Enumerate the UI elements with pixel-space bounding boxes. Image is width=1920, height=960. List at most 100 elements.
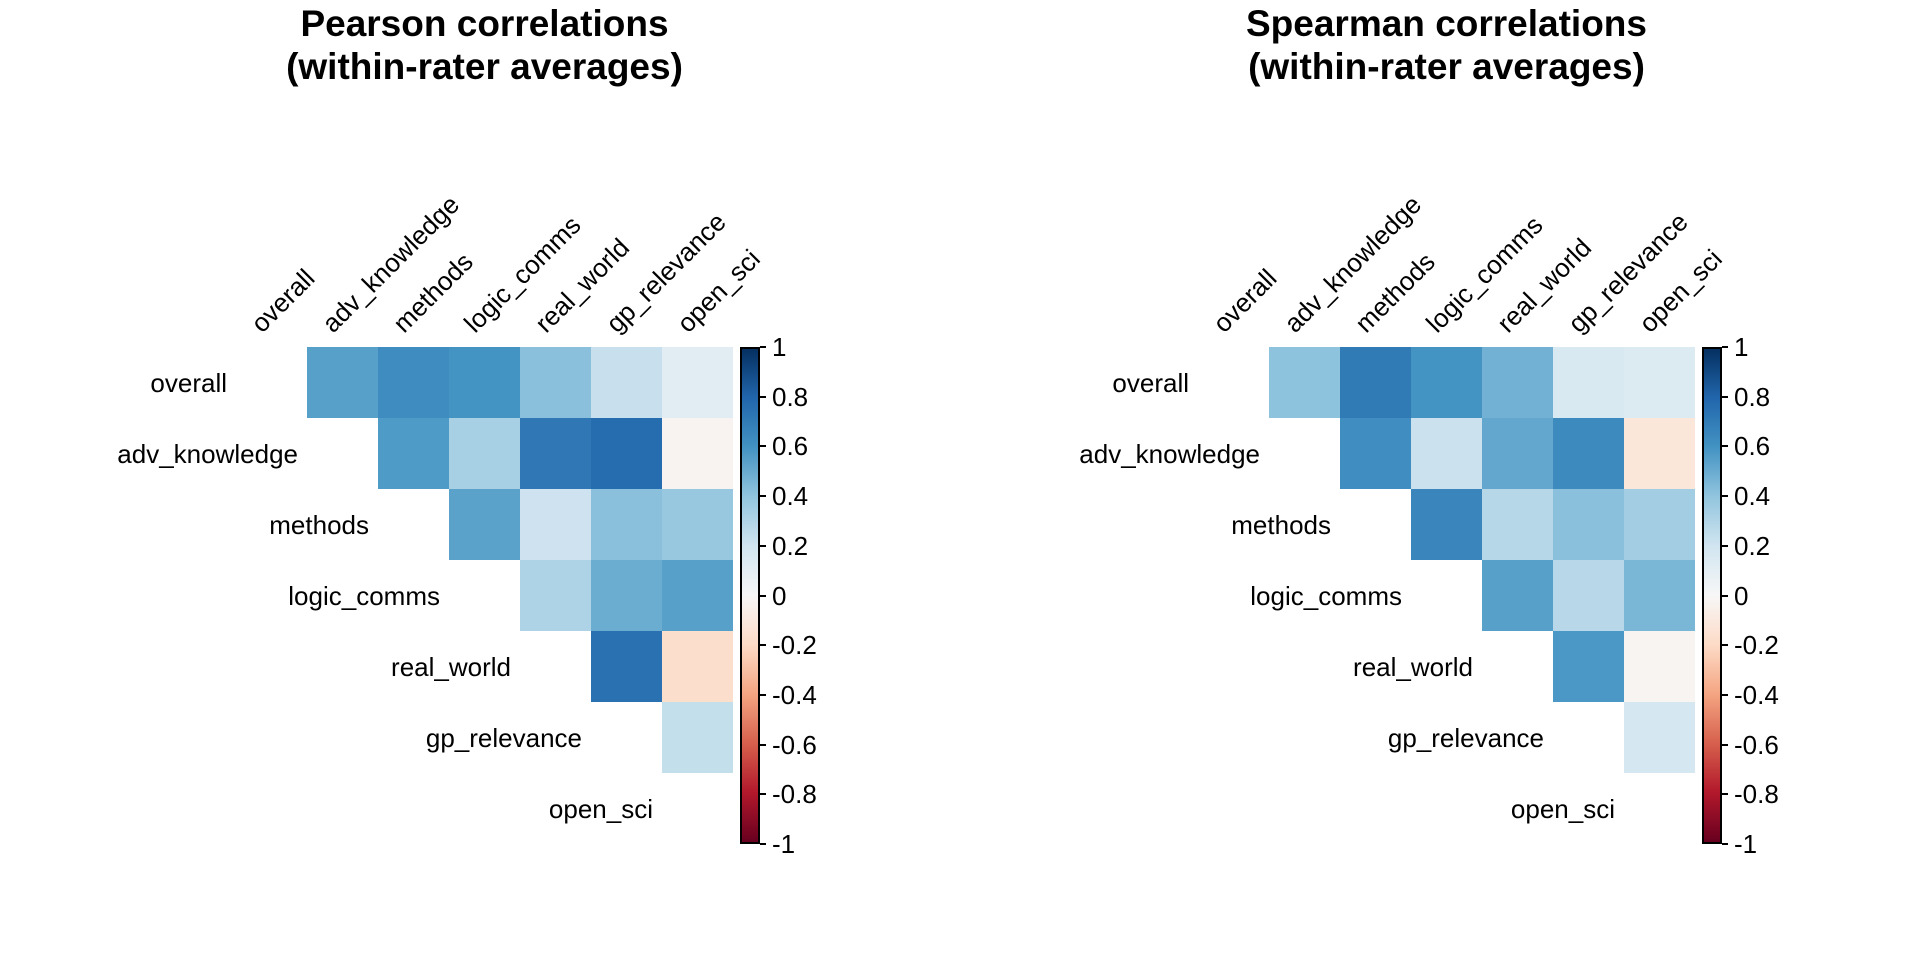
row-label: gp_relevance (425, 722, 582, 753)
colorbar-tick-label: -0.6 (772, 729, 817, 760)
colorbar-tick-label: -0.2 (1734, 630, 1779, 661)
correlation-cell (378, 347, 449, 418)
correlation-cell (1411, 347, 1482, 418)
colorbar-tick (1722, 843, 1728, 845)
colorbar-tick (1722, 395, 1728, 398)
correlation-cell (1482, 489, 1553, 560)
column-label: overall (1207, 262, 1283, 339)
colorbar-tick-label: -0.2 (772, 630, 817, 661)
colorbar (740, 347, 760, 844)
colorbar-tick (1722, 793, 1728, 796)
colorbar-tick (760, 693, 766, 696)
correlation-cell (1624, 489, 1695, 560)
spearman-title-line1: Spearman correlations (1246, 3, 1647, 44)
colorbar-tick-label: -0.8 (1734, 779, 1779, 810)
colorbar-tick (760, 544, 766, 547)
colorbar-tick-label: 0.4 (1734, 481, 1771, 512)
colorbar-tick-label: 1 (772, 332, 787, 362)
colorbar-tick-label: 0.8 (1734, 381, 1771, 412)
correlation-cell (591, 560, 662, 631)
row-label: logic_comms (288, 580, 440, 611)
colorbar-tick-label: -1 (1734, 829, 1758, 859)
colorbar-tick (760, 793, 766, 796)
colorbar-tick-label: 0.4 (772, 481, 809, 512)
spearman-title-line2: (within-rater averages) (1248, 46, 1645, 87)
colorbar-tick-label: 0.8 (772, 381, 809, 412)
correlation-cell (1624, 560, 1695, 631)
correlation-cell (662, 347, 733, 418)
correlation-cell (662, 560, 733, 631)
row-label: adv_knowledge (1079, 438, 1260, 469)
correlation-cell (449, 418, 520, 489)
correlation-cell (662, 418, 733, 489)
colorbar-tick-label: 0.6 (1734, 431, 1771, 462)
colorbar-tick-label: -0.6 (1734, 729, 1779, 760)
correlation-cell (591, 489, 662, 560)
correlation-cell (1553, 489, 1624, 560)
colorbar (1702, 347, 1722, 844)
colorbar-tick (760, 346, 766, 348)
row-label: open_sci (1510, 793, 1615, 824)
colorbar-tick (1722, 743, 1728, 746)
correlation-cell (1553, 560, 1624, 631)
pearson-title-line1: Pearson correlations (300, 3, 669, 44)
correlation-cell (307, 347, 378, 418)
colorbar-tick (760, 843, 766, 845)
correlation-cell (1553, 347, 1624, 418)
correlation-cell (1269, 347, 1340, 418)
colorbar-tick (1722, 445, 1728, 448)
correlation-cell (378, 418, 449, 489)
colorbar-tick-label: 0.6 (772, 431, 809, 462)
colorbar-tick (1722, 594, 1728, 597)
row-label: methods (1231, 509, 1331, 540)
correlation-cell (520, 489, 591, 560)
correlation-cell (449, 347, 520, 418)
correlation-cell (591, 631, 662, 702)
column-label: overall (245, 262, 321, 339)
correlation-cell (520, 347, 591, 418)
pearson-title: Pearson correlations (within-rater avera… (236, 2, 733, 88)
correlation-cell (1624, 418, 1695, 489)
row-label: adv_knowledge (117, 438, 298, 469)
row-label: overall (150, 367, 227, 398)
correlation-cell (1482, 347, 1553, 418)
colorbar-tick (760, 495, 766, 498)
correlation-cell (1340, 418, 1411, 489)
colorbar-tick (760, 395, 766, 398)
colorbar-tick-label: -0.4 (1734, 679, 1779, 710)
colorbar-tick-label: 0.2 (1734, 530, 1771, 561)
row-label: overall (1112, 367, 1189, 398)
colorbar-tick-label: 0 (772, 580, 787, 611)
colorbar-tick-label: 0.2 (772, 530, 809, 561)
colorbar-tick-label: -0.4 (772, 679, 817, 710)
colorbar-tick-label: -0.8 (772, 779, 817, 810)
correlation-cell (662, 702, 733, 773)
colorbar-tick (1722, 495, 1728, 498)
spearman-title: Spearman correlations (within-rater aver… (1198, 2, 1695, 88)
correlation-cell (1624, 347, 1695, 418)
colorbar-tick-label: 0 (1734, 580, 1749, 611)
colorbar-tick (760, 445, 766, 448)
correlation-cell (520, 418, 591, 489)
correlation-cell (591, 347, 662, 418)
row-label: real_world (391, 651, 511, 682)
row-label: logic_comms (1250, 580, 1402, 611)
correlation-cell (1553, 631, 1624, 702)
correlation-cell (1411, 489, 1482, 560)
row-label: open_sci (548, 793, 653, 824)
correlation-cell (1553, 418, 1624, 489)
correlation-cell (1624, 631, 1695, 702)
correlation-cell (449, 489, 520, 560)
correlation-cell (1340, 347, 1411, 418)
colorbar-tick (1722, 544, 1728, 547)
colorbar-tick (760, 644, 766, 647)
correlation-cell (1411, 418, 1482, 489)
colorbar-tick-label: -1 (772, 829, 796, 859)
correlation-cell (1624, 702, 1695, 773)
row-label: methods (269, 509, 369, 540)
colorbar-tick (760, 743, 766, 746)
row-label: gp_relevance (1387, 722, 1544, 753)
correlation-cell (591, 418, 662, 489)
correlation-cell (662, 631, 733, 702)
